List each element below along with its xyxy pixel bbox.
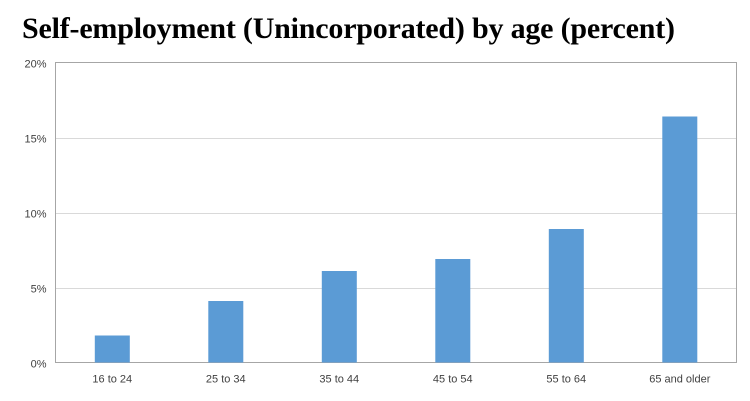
gridlines [55, 138, 737, 289]
x-tick-label: 35 to 44 [319, 374, 359, 386]
bar-16-to-24 [94, 335, 130, 363]
bar-25-to-34 [208, 301, 244, 363]
y-tick-label: 5% [31, 284, 47, 296]
bar-45-to-54 [435, 259, 471, 363]
plot-frame [55, 62, 737, 363]
chart-title: Self-employment (Unincorporated) by age … [22, 12, 675, 45]
y-axis-tick-labels: 0% 5% 10% 15% 20% [24, 59, 46, 371]
bar-65-and-older [662, 116, 698, 363]
x-tick-label: 65 and older [649, 374, 710, 386]
bar-35-to-44 [321, 271, 357, 363]
bar-55-to-64 [548, 229, 584, 363]
x-tick-label: 55 to 64 [546, 374, 586, 386]
y-tick-label: 10% [24, 209, 46, 221]
bars [94, 116, 698, 363]
y-tick-label: 15% [24, 134, 46, 146]
x-tick-label: 45 to 54 [433, 374, 473, 386]
x-tick-label: 25 to 34 [206, 374, 246, 386]
y-tick-label: 0% [31, 359, 47, 371]
x-axis-tick-labels: 16 to 24 25 to 34 35 to 44 45 to 54 55 to 64… [92, 374, 710, 386]
y-tick-label: 20% [24, 59, 46, 71]
x-tick-label: 16 to 24 [92, 374, 132, 386]
